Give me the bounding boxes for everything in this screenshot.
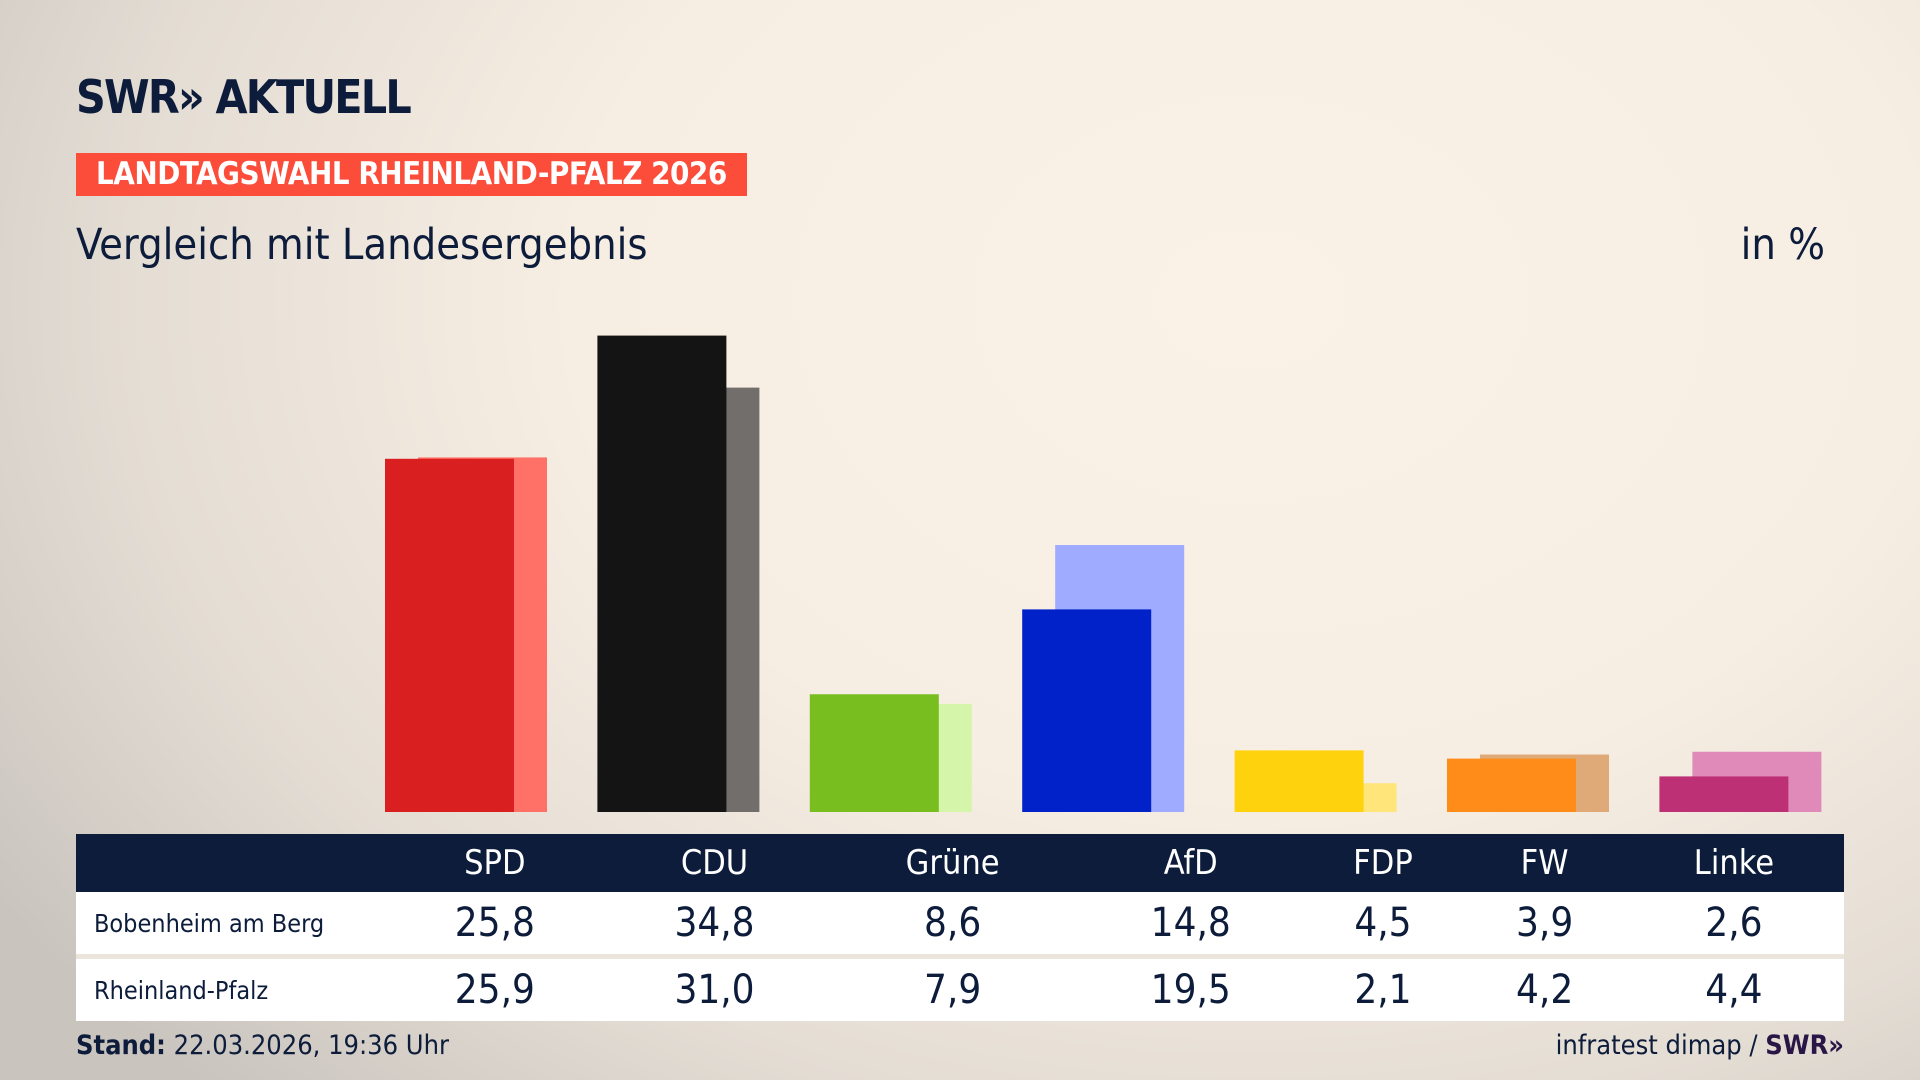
column-header: SPD	[385, 834, 605, 892]
table-header-row: SPD CDU Grüne AfD FDP FW Linke	[76, 834, 1844, 892]
column-header: Linke	[1623, 834, 1844, 892]
table-cell: 4,2	[1465, 954, 1624, 1021]
bar-afd-local	[1022, 609, 1152, 812]
column-header: CDU	[604, 834, 825, 892]
table-cell: 34,8	[604, 892, 825, 954]
column-header: Grüne	[824, 834, 1081, 892]
election-banner: LANDTAGSWAHL RHEINLAND-PFALZ 2026	[76, 153, 747, 196]
table-cell: 14,8	[1080, 892, 1301, 954]
table-cell: 3,9	[1465, 892, 1624, 954]
source: infratest dimap / SWR»	[1556, 1030, 1844, 1061]
column-header: AfD	[1080, 834, 1301, 892]
table-cell: 2,1	[1300, 954, 1466, 1021]
source-text: infratest dimap /	[1555, 1030, 1758, 1061]
table-row: Rheinland-Pfalz 25,9 31,0 7,9 19,5 2,1 4,2 4,4	[76, 954, 1844, 1021]
results-table: SPD CDU Grüne AfD FDP FW Linke Bobenheim am Be…	[76, 834, 1844, 1021]
table-cell: 19,5	[1080, 954, 1301, 1021]
chart-subtitle: Vergleich mit Landesergebnis	[76, 220, 648, 270]
column-header: FDP	[1300, 834, 1466, 892]
table-cell: 31,0	[604, 954, 825, 1021]
bar-linke-local	[1659, 776, 1789, 812]
row-label: Bobenheim am Berg	[76, 892, 385, 954]
row-label: Rheinland-Pfalz	[76, 954, 385, 1021]
table-cell: 2,6	[1623, 892, 1844, 954]
table-row: Bobenheim am Berg 25,8 34,8 8,6 14,8 4,5 3,9 2,…	[76, 892, 1844, 954]
table-cell: 25,9	[385, 954, 605, 1021]
table-cell: 25,8	[385, 892, 605, 954]
stand-label: Stand:	[76, 1030, 166, 1061]
table-cell: 8,6	[824, 892, 1081, 954]
swr-logo-small: SWR»	[1765, 1030, 1844, 1061]
timestamp: Stand: 22.03.2026, 19:36 Uhr	[76, 1030, 449, 1061]
bar-fw-local	[1447, 758, 1576, 812]
unit-label: in %	[1740, 220, 1825, 270]
bar-cdu-local	[597, 335, 727, 812]
swr-aktuell-logo: SWR» AKTUELL	[76, 70, 412, 124]
table-cell: 7,9	[824, 954, 1081, 1021]
header-empty	[76, 834, 385, 892]
table-cell: 4,4	[1623, 954, 1844, 1021]
bar-fdp-local	[1234, 750, 1364, 812]
table-cell: 4,5	[1300, 892, 1466, 954]
column-header: FW	[1465, 834, 1624, 892]
bar-grüne-local	[809, 694, 939, 812]
bar-spd-local	[385, 458, 514, 812]
stand-value: 22.03.2026, 19:36 Uhr	[173, 1030, 449, 1061]
